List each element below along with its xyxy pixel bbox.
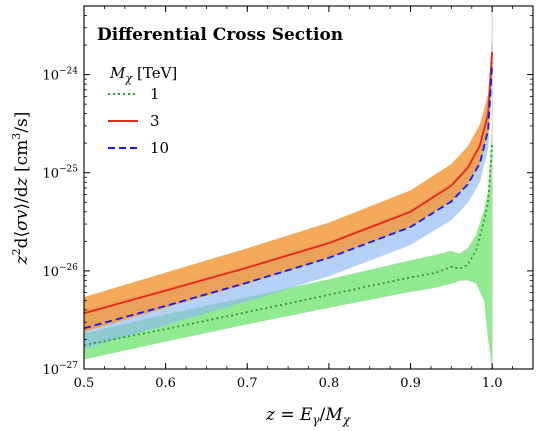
y-tick-label: 10−24 — [42, 67, 78, 84]
legend-label-10: 10 — [150, 139, 169, 157]
x-tick-label: 0.6 — [155, 376, 176, 391]
y-tick-label: 10−27 — [42, 361, 78, 378]
y-axis-ticks: 10−27 10−26 10−25 10−24 — [42, 5, 533, 378]
x-tick-label: 0.7 — [237, 376, 258, 391]
series-line-3 — [84, 51, 494, 315]
legend-title: Mχ [TeV] — [109, 64, 177, 85]
x-tick-label: 1.0 — [482, 376, 503, 391]
series-line-1 — [84, 143, 494, 346]
series-lines — [84, 51, 494, 346]
x-axis-title: z = Eγ/Mχ — [265, 405, 351, 427]
x-tick-label: 0.5 — [74, 376, 95, 391]
x-axis-ticks: 0.5 0.6 0.7 0.8 0.9 1.0 — [74, 6, 534, 391]
x-tick-label: 0.8 — [319, 376, 340, 391]
band-1 — [84, 125, 493, 369]
legend: Mχ [TeV] 1 3 10 — [108, 64, 177, 157]
series-line-10 — [84, 63, 494, 330]
legend-label-3: 3 — [150, 112, 160, 130]
chart-title: Differential Cross Section — [97, 25, 343, 45]
y-tick-label: 10−25 — [42, 165, 78, 182]
legend-items: 1 3 10 — [108, 85, 169, 157]
x-tick-label: 0.9 — [400, 376, 421, 391]
legend-label-1: 1 — [150, 85, 160, 103]
y-tick-label: 10−26 — [42, 263, 78, 280]
y-axis-title: z2d⟨σv⟩/dz [cm3/s] — [10, 112, 32, 266]
